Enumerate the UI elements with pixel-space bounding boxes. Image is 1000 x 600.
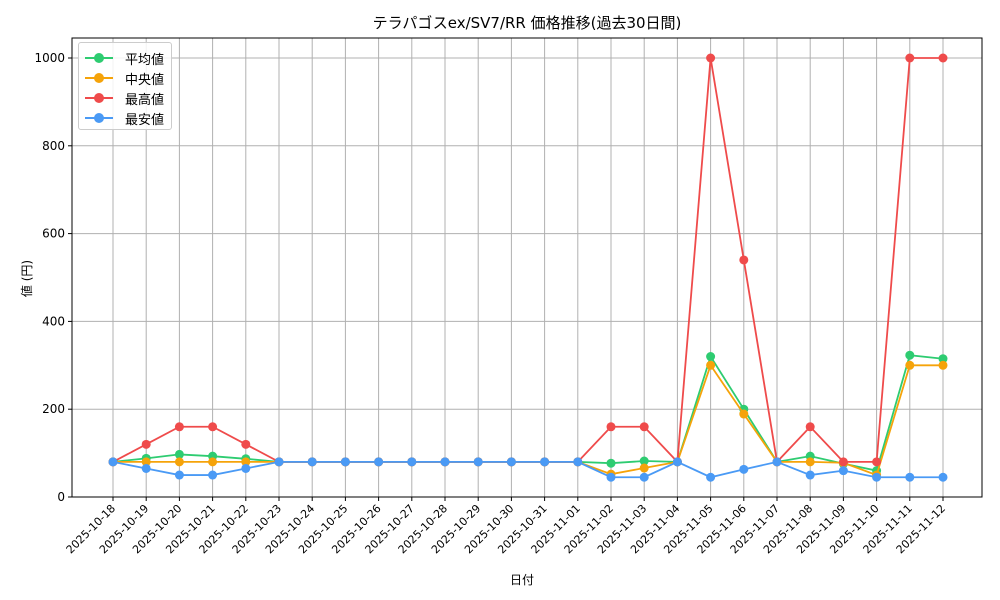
data-point-marker [639,422,649,432]
data-point-marker [905,350,915,360]
y-tick-label: 1000 [34,51,65,65]
data-point-marker [606,458,616,468]
series-3 [108,457,948,482]
data-point-marker [606,422,616,432]
chart-title: テラパゴスex/SV7/RR 価格推移(過去30日間) [372,14,682,32]
data-point-marker [141,439,151,449]
legend-label-min: 最安値 [125,113,165,128]
data-point-marker [805,422,815,432]
legend-item-max: 最高値 [85,88,169,108]
data-point-marker [938,354,948,364]
legend-marker-median [94,73,104,83]
data-point-marker [606,472,616,482]
data-point-marker [174,422,184,432]
legend-label-median: 中央値 [125,73,165,88]
data-point-marker [805,470,815,480]
series-line [112,460,943,479]
data-point-marker [706,472,716,482]
axes: 020040060080010002025-10-182025-10-19202… [34,37,983,556]
data-point-marker [938,53,948,63]
data-point-marker [639,456,649,466]
series-line [112,354,944,472]
data-point-marker [905,360,915,370]
data-point-marker [307,457,317,467]
data-point-marker [540,457,550,467]
legend-marker-max [94,93,104,103]
data-point-marker [407,457,417,467]
y-tick-label: 400 [42,314,65,328]
data-point-marker [241,457,251,467]
data-series [108,53,948,482]
data-point-marker [938,360,948,370]
legend-label-max: 最高値 [125,93,165,108]
legend-marker-min [94,113,104,123]
legend-item-min: 最安値 [85,108,169,128]
y-tick-label: 800 [42,139,65,153]
data-point-marker [838,466,848,476]
data-point-marker [340,457,350,467]
data-point-marker [274,457,284,467]
data-point-marker [706,352,716,362]
legend-marker-mean [94,53,104,63]
data-point-marker [208,457,218,467]
data-point-marker [108,457,118,467]
series-line [112,57,943,464]
data-point-marker [838,457,848,467]
data-point-marker [174,457,184,467]
legend: 平均値 中央値 最高値 最安値 [78,42,172,130]
data-point-marker [905,472,915,482]
y-tick-label: 600 [42,227,65,241]
data-point-marker [639,472,649,482]
y-axis-label: 値 (円) [20,259,35,298]
data-point-marker [473,457,483,467]
data-point-marker [374,457,384,467]
y-tick-label: 200 [42,402,65,416]
data-point-marker [174,470,184,480]
data-point-marker [739,464,749,474]
data-point-marker [573,457,583,467]
plot-frame [71,37,983,498]
data-point-marker [141,463,151,473]
data-point-marker [208,422,218,432]
legend-item-median: 中央値 [85,68,169,88]
data-point-marker [905,53,915,63]
data-point-marker [639,463,649,473]
grid-lines [72,38,982,498]
data-point-marker [506,457,516,467]
series-0 [108,350,948,476]
legend-item-mean: 平均値 [85,48,169,68]
data-point-marker [141,457,151,467]
data-point-marker [440,457,450,467]
y-tick-label: 0 [57,490,65,504]
series-2 [108,53,948,467]
legend-label-mean: 平均値 [125,53,165,68]
data-point-marker [739,409,749,419]
data-point-marker [706,53,716,63]
data-point-marker [739,255,749,265]
data-point-marker [208,470,218,480]
data-point-marker [772,457,782,467]
data-point-marker [872,457,882,467]
data-point-marker [241,439,251,449]
data-point-marker [706,360,716,370]
data-point-marker [672,457,682,467]
data-point-marker [872,472,882,482]
x-axis-label: 日付 [510,573,535,587]
data-point-marker [805,457,815,467]
data-point-marker [938,472,948,482]
data-point-marker [174,449,184,459]
data-point-marker [241,463,251,473]
